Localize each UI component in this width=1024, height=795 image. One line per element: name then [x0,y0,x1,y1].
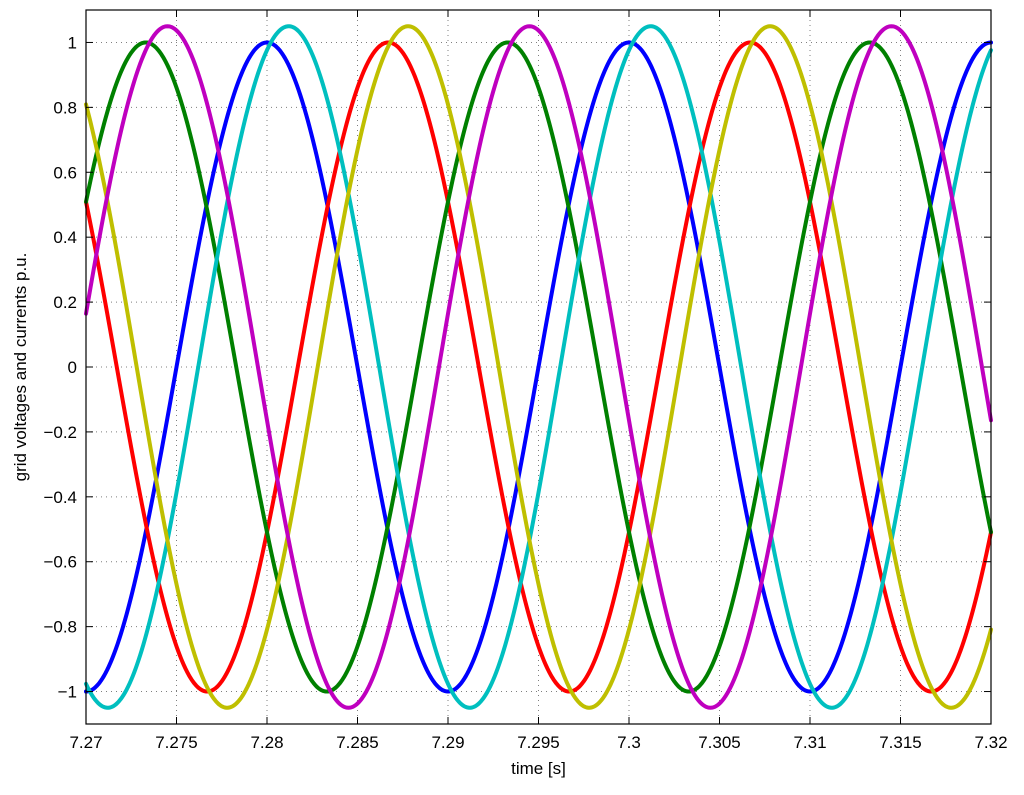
x-axis-label: time [s] [511,759,566,778]
y-tick-labels: −1 −0.8 −0.6 −0.4 −0.2 0 0.2 0.4 0.6 0.8 1 [43,33,77,701]
series-line-1 [84,40,993,694]
y-tick-label: −1 [58,683,77,702]
y-tick-label: −0.6 [43,553,77,572]
y-tick-label: 0.4 [53,228,77,247]
x-tick-label: 7.27 [69,733,102,752]
series-line-6 [84,24,993,710]
series-line-4 [84,24,993,710]
x-tick-label: 7.28 [250,733,283,752]
x-tick-label: 7.275 [155,733,198,752]
y-tick-label: 0.6 [53,163,77,182]
y-tick-label: 1 [68,33,77,52]
axis-ticks [85,10,992,724]
y-tick-label: −0.8 [43,618,77,637]
series-line-3 [84,40,993,694]
y-tick-label: 0.8 [53,98,77,117]
x-tick-label: 7.305 [698,733,741,752]
x-tick-label: 7.32 [974,733,1007,752]
y-tick-label: 0.2 [53,293,77,312]
series-line-5 [84,24,993,710]
x-tick-label: 7.3 [617,733,641,752]
y-axis-label: grid voltages and currents p.u. [11,253,30,482]
x-tick-label: 7.315 [879,733,922,752]
y-tick-label: −0.4 [43,488,77,507]
x-tick-label: 7.31 [793,733,826,752]
x-tick-label: 7.29 [431,733,464,752]
x-tick-labels: 7.27 7.275 7.28 7.285 7.29 7.295 7.3 7.305 7.31 7… [69,733,1007,752]
y-tick-label: 0 [68,358,77,377]
series-group [84,24,993,710]
x-tick-label: 7.285 [336,733,379,752]
x-tick-label: 7.295 [517,733,560,752]
y-tick-label: −0.2 [43,423,77,442]
series-line-2 [84,40,993,694]
